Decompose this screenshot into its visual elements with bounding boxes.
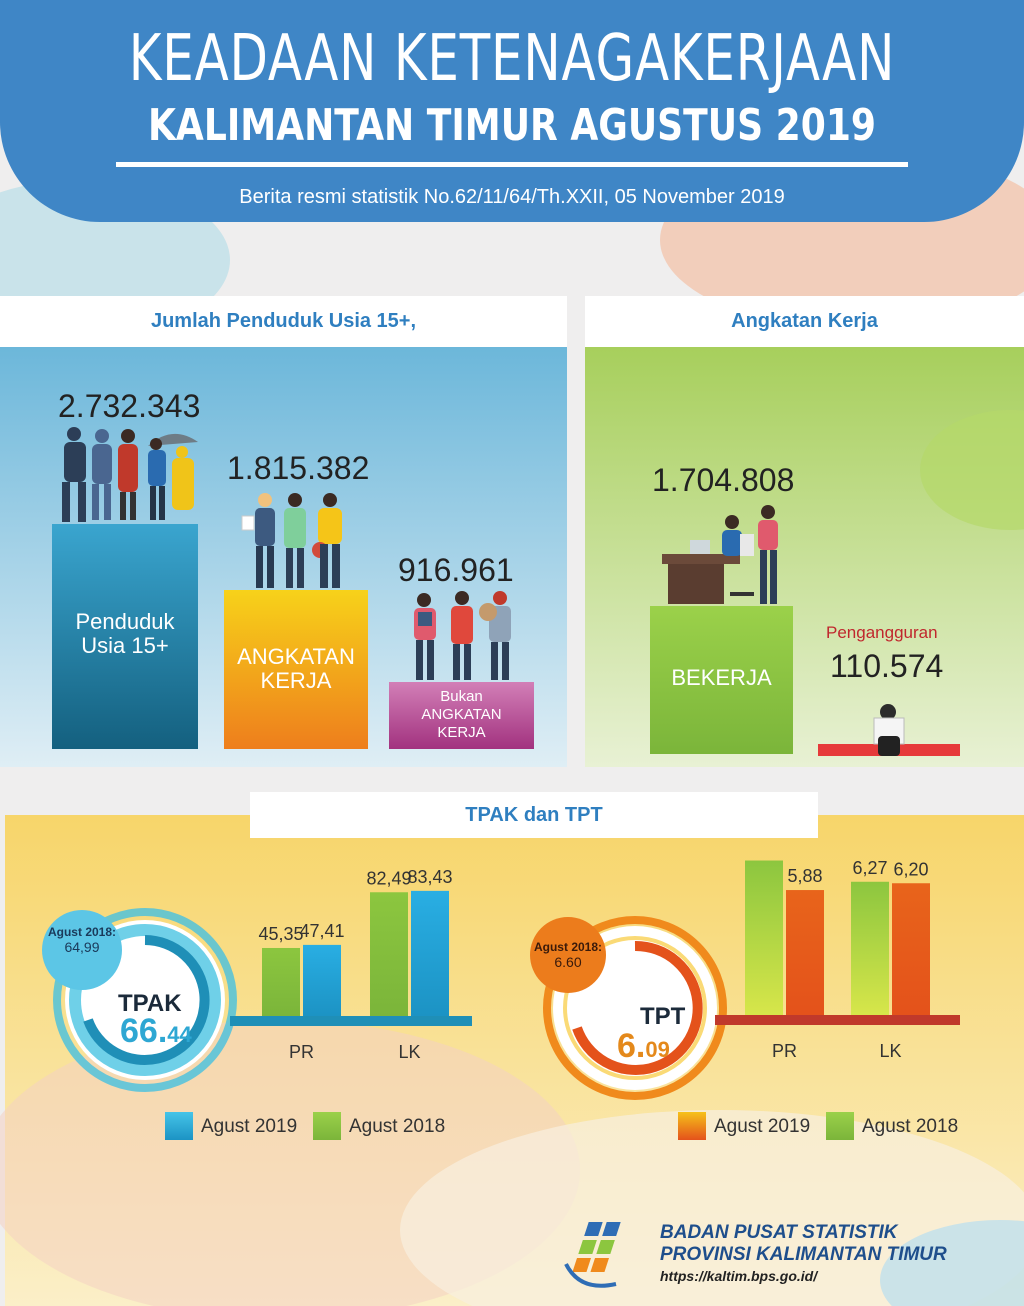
tpak-legend-2019-swatch [165,1112,193,1140]
tpt-legend-2019: Agust 2019 [714,1116,811,1137]
bar-pr-agust-2019 [786,890,824,1015]
bukan-value: 916.961 [398,552,514,588]
angkatan-label-line2: KERJA [260,668,332,693]
office-illustration [662,505,778,604]
tpt-2018-badge-text: Agust 2018: 6.60 [528,940,608,970]
org-name-line2: PROVINSI KALIMANTAN TIMUR [660,1244,947,1265]
tpak-2018-badge-text: Agust 2018: 64,99 [40,925,124,955]
tpak-badge-value: 64,99 [64,939,100,955]
value-label-lk-0: 82,49 [366,870,411,888]
bar-lk-agust-2019 [892,883,930,1015]
value-label-pr-1: 47,41 [299,921,344,941]
angkatan-kerja-bar [224,590,368,749]
bekerja-value: 1.704.808 [652,462,795,498]
tpak-value-main: 66. [120,1012,168,1050]
bar-pr-agust-2018 [262,947,300,1016]
bekerja-bar-label: BEKERJA [671,665,772,690]
value-label-lk-1: 6,20 [893,860,928,879]
tpt-value-decimal: 09 [645,1037,670,1062]
pengangguran-bar [818,704,960,756]
tpt-badge-value: 6.60 [554,954,582,970]
students-illustration [414,591,511,680]
bar-lk-agust-2018 [851,881,889,1015]
penduduk-bar [52,524,198,749]
angkatan-bar-label: ANGKATAN KERJA [224,645,368,693]
page-subtitle: KALIMANTAN TIMUR AGUSTUS 2019 [147,100,877,151]
tpt-badge-label: Agust 2018: [533,940,603,954]
bar-lk-agust-2019 [411,890,449,1016]
pengangguran-label: Pengangguran [826,623,938,642]
penduduk-value: 2.732.343 [58,388,201,424]
bekerja-bar [650,606,793,754]
category-label-pr: PR [289,1042,314,1062]
bukan-angkatan-bar [389,682,534,749]
tpt-value-main: 6. [617,1027,646,1065]
value-label-pr-0: 45,35 [258,924,303,944]
bar-pr-agust-2018 [745,860,783,1015]
workforce-panel-heading: Angkatan Kerja [585,296,1024,347]
angkatan-value: 1.815.382 [227,450,370,486]
tpt-2018-badge [530,917,606,993]
tpak-2018-badge [42,910,122,990]
bukan-label-line3: KERJA [437,724,486,741]
tpak-name: TPAK [118,990,182,1017]
tpak-value-decimal: 44 [167,1022,192,1047]
bukan-label-line1: Bukan [440,688,483,705]
penduduk-label-line1: Penduduk [75,609,175,634]
chart-baseline [230,1016,472,1026]
tpt-value: 6.09 [617,1027,670,1066]
bukan-bar-label: Bukan ANGKATAN KERJA [389,688,534,742]
category-label-lk: LK [879,1041,901,1061]
release-note: Berita resmi statistik No.62/11/64/Th.XX… [239,186,785,208]
bar-pr-agust-2019 [303,944,341,1016]
header-banner: KEADAAN KETENAGAKERJAAN KALIMANTAN TIMUR… [0,0,1024,222]
tpak-legend-2018-swatch [313,1112,341,1140]
tpak-legend-2018: Agust 2018 [349,1116,446,1137]
tpt-legend-2018-swatch [826,1112,854,1140]
org-name-line1: BADAN PUSAT STATISTIK [660,1222,898,1243]
value-label-pr-1: 5,88 [787,866,822,886]
header-divider [116,162,908,167]
rates-panel-heading: TPAK dan TPT [250,792,818,838]
bar-lk-agust-2018 [370,892,408,1016]
penduduk-label-line2: Usia 15+ [81,633,169,658]
angkatan-label-line1: ANGKATAN [237,644,355,669]
page-title: KEADAAN KETENAGAKERJAAN [128,22,896,96]
pengangguran-value: 110.574 [830,648,944,684]
tpt-legend-2019-swatch [678,1112,706,1140]
chart-baseline [715,1015,960,1025]
org-url[interactable]: https://kaltim.bps.go.id/ [660,1268,818,1284]
tpak-value: 66.44 [120,1012,192,1051]
value-label-lk-1: 83,43 [407,870,452,887]
tpak-legend-2019: Agust 2019 [201,1116,298,1137]
tpak-badge-label: Agust 2018: [47,925,117,939]
tpt-legend-2018: Agust 2018 [862,1116,959,1137]
workers-illustration [241,493,342,588]
category-label-lk: LK [398,1042,420,1062]
bukan-label-line2: ANGKATAN [421,706,502,723]
crowd-illustration [62,427,198,522]
category-label-pr: PR [772,1041,797,1061]
bps-logo [564,1222,621,1288]
population-panel-heading: Jumlah Penduduk Usia 15+, [0,296,567,347]
tpt-name: TPT [640,1003,686,1030]
value-label-lk-0: 6,27 [852,860,887,878]
penduduk-bar-label: Penduduk Usia 15+ [52,610,198,658]
